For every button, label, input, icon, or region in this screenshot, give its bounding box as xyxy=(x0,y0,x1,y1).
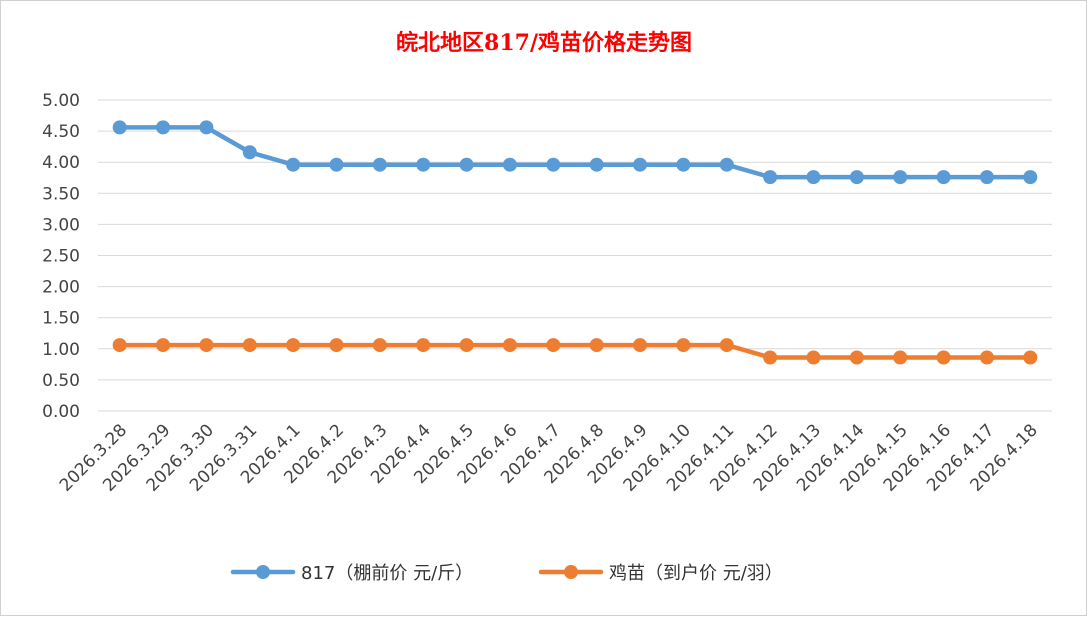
data-point xyxy=(893,350,908,365)
data-point xyxy=(416,157,431,172)
series-1 xyxy=(112,120,1038,185)
data-point xyxy=(979,170,994,185)
data-point xyxy=(633,338,648,353)
data-point xyxy=(719,338,734,353)
data-point xyxy=(459,157,474,172)
data-point xyxy=(329,338,344,353)
data-point xyxy=(763,350,778,365)
y-tick-label: 5.00 xyxy=(42,91,80,111)
series-line xyxy=(117,342,1033,360)
chart-title: 皖北地区817/鸡苗价格走势图 xyxy=(396,30,692,56)
data-point xyxy=(372,157,387,172)
legend-item: 817（棚前价 元/斤） xyxy=(230,563,473,584)
data-point xyxy=(112,338,127,353)
y-tick-label: 3.00 xyxy=(42,215,80,235)
data-point xyxy=(199,120,214,135)
y-tick-label: 2.00 xyxy=(42,278,80,298)
data-point xyxy=(849,170,864,185)
legend-item: 鸡苗（到户价 元/羽） xyxy=(538,563,783,584)
data-point xyxy=(806,350,821,365)
data-point xyxy=(372,338,387,353)
x-axis-ticks: 2026.3.282026.3.292026.3.302026.3.312026… xyxy=(56,420,1042,495)
y-tick-label: 3.50 xyxy=(42,184,80,204)
legend-marker xyxy=(564,565,578,579)
data-point xyxy=(286,338,301,353)
data-point xyxy=(546,338,561,353)
data-point xyxy=(1023,170,1038,185)
legend-label: 鸡苗（到户价 元/羽） xyxy=(609,563,783,584)
data-point xyxy=(589,157,604,172)
data-point xyxy=(546,157,561,172)
data-point xyxy=(502,338,517,353)
data-point xyxy=(156,338,171,353)
data-point xyxy=(459,338,474,353)
y-tick-label: 2.50 xyxy=(42,247,80,267)
data-point xyxy=(719,157,734,172)
gridlines xyxy=(98,99,1052,412)
y-tick-label: 1.00 xyxy=(42,340,80,360)
data-point xyxy=(676,338,691,353)
legend-label: 817（棚前价 元/斤） xyxy=(301,563,473,584)
data-point xyxy=(112,120,127,135)
data-point xyxy=(329,157,344,172)
legend-marker xyxy=(256,565,270,579)
y-tick-label: 4.00 xyxy=(42,153,80,173)
data-point xyxy=(979,350,994,365)
data-point xyxy=(763,170,778,185)
series-2 xyxy=(112,338,1038,365)
data-point xyxy=(936,170,951,185)
data-point xyxy=(502,157,517,172)
series-line xyxy=(117,125,1033,180)
data-point xyxy=(416,338,431,353)
y-tick-label: 1.50 xyxy=(42,309,80,329)
data-point xyxy=(633,157,648,172)
data-point xyxy=(849,350,864,365)
y-axis-ticks: 0.00 0.50 1.00 1.50 2.00 2.50 3.00 3.50 4.00 4.50… xyxy=(42,91,80,422)
y-tick-label: 4.50 xyxy=(42,122,80,142)
data-point xyxy=(589,338,604,353)
legend: 817（棚前价 元/斤） 鸡苗（到户价 元/羽） xyxy=(230,563,783,584)
data-point xyxy=(286,157,301,172)
data-point xyxy=(893,170,908,185)
data-point xyxy=(936,350,951,365)
y-tick-label: 0.50 xyxy=(42,371,80,391)
data-point xyxy=(242,145,257,160)
data-point xyxy=(676,157,691,172)
series-group xyxy=(112,120,1038,365)
y-tick-label: 0.00 xyxy=(42,402,80,422)
data-point xyxy=(1023,350,1038,365)
data-point xyxy=(199,338,214,353)
data-point xyxy=(156,120,171,135)
data-point xyxy=(806,170,821,185)
data-point xyxy=(242,338,257,353)
